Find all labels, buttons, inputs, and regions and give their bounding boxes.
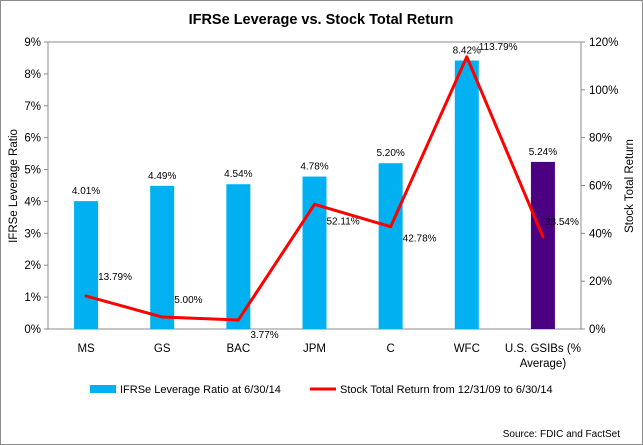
line-data-label: 3.77% — [250, 330, 278, 341]
bar-data-label: 8.42% — [453, 45, 481, 56]
line-data-label: 113.79% — [479, 42, 518, 53]
line-point — [160, 315, 164, 319]
right-tick-label: 0% — [589, 324, 606, 336]
legend-label-bar: IFRSe Leverage Ratio at 6/30/14 — [120, 384, 281, 396]
right-tick-label: 60% — [589, 181, 612, 193]
right-axis-title: Stock Total Return — [624, 139, 636, 233]
bar-data-label: 4.49% — [148, 171, 176, 182]
left-axis: 0% 1% 2% 3% 4% 5% 6% 7% 8% 9% — [24, 37, 48, 336]
category-label: GS — [154, 343, 171, 355]
category-label: JPM — [303, 343, 326, 355]
line-data-label: 13.79% — [98, 272, 132, 283]
right-axis: 0% 20% 40% 60% 80% 100% 120% — [581, 37, 618, 336]
left-tick-label: 9% — [24, 37, 41, 49]
bar-data-label: 4.01% — [72, 186, 100, 197]
category-label: BAC — [227, 343, 251, 355]
bar-data-label: 4.78% — [300, 162, 328, 173]
line-point — [465, 55, 469, 59]
left-tick-label: 8% — [24, 69, 41, 81]
line-point — [541, 235, 545, 239]
category-label: WFC — [454, 343, 480, 355]
bar — [302, 176, 327, 329]
right-tick-label: 100% — [589, 85, 618, 97]
category-label: MS — [77, 343, 95, 355]
legend-swatch-bar — [90, 385, 116, 393]
right-tick-label: 40% — [589, 228, 612, 240]
left-tick-label: 1% — [24, 292, 41, 304]
bar — [378, 163, 403, 329]
bar-data-labels: 4.01% 4.49% 4.54% 4.78% 5.20% 8.42% 5.24% — [72, 45, 557, 197]
bar-data-label: 4.54% — [224, 169, 252, 180]
left-tick-label: 6% — [24, 133, 41, 145]
category-label: C — [386, 343, 394, 355]
left-tick-label: 3% — [24, 228, 41, 240]
left-tick-label: 5% — [24, 165, 41, 177]
category-axis: MS GS BAC JPM C WFC U.S. GSIBs (% Average) — [77, 343, 581, 370]
right-tick-label: 80% — [589, 133, 612, 145]
legend-label-line: Stock Total Return from 12/31/09 to 6/30… — [340, 384, 553, 396]
line-data-label: 42.78% — [403, 234, 437, 245]
category-label: Average) — [520, 358, 567, 370]
left-axis-title: IFRSe Leverage Ratio — [8, 129, 20, 243]
line-point — [236, 318, 240, 322]
left-tick-label: 4% — [24, 196, 41, 208]
bar-series — [74, 60, 555, 330]
source-note: Source: FDIC and FactSet — [503, 429, 620, 440]
line-data-label: 52.11% — [327, 216, 360, 227]
left-tick-label: 2% — [24, 260, 41, 272]
bar — [226, 184, 251, 329]
line-point — [84, 294, 88, 298]
bar-data-label: 5.24% — [529, 147, 557, 158]
right-tick-label: 120% — [589, 37, 618, 49]
line-series — [84, 55, 545, 322]
bar — [454, 60, 479, 330]
line-point — [389, 225, 393, 229]
line-data-label: 5.00% — [174, 295, 202, 306]
right-tick-label: 20% — [589, 276, 612, 288]
line-data-labels: 13.79% 5.00% 3.77% 52.11% 42.78% 113.79% 38.54… — [98, 42, 579, 341]
legend: IFRSe Leverage Ratio at 6/30/14 Stock To… — [90, 384, 553, 396]
line-data-label: 38.54% — [545, 217, 579, 228]
left-tick-label: 0% — [24, 324, 41, 336]
bar — [74, 201, 99, 329]
bar — [530, 161, 555, 329]
chart-title: IFRSe Leverage vs. Stock Total Return — [189, 12, 454, 28]
bar — [150, 185, 175, 329]
category-label: U.S. GSIBs (% — [505, 343, 581, 355]
line-point — [313, 202, 316, 206]
left-tick-label: 7% — [24, 101, 41, 113]
bar-data-label: 5.20% — [376, 148, 404, 159]
